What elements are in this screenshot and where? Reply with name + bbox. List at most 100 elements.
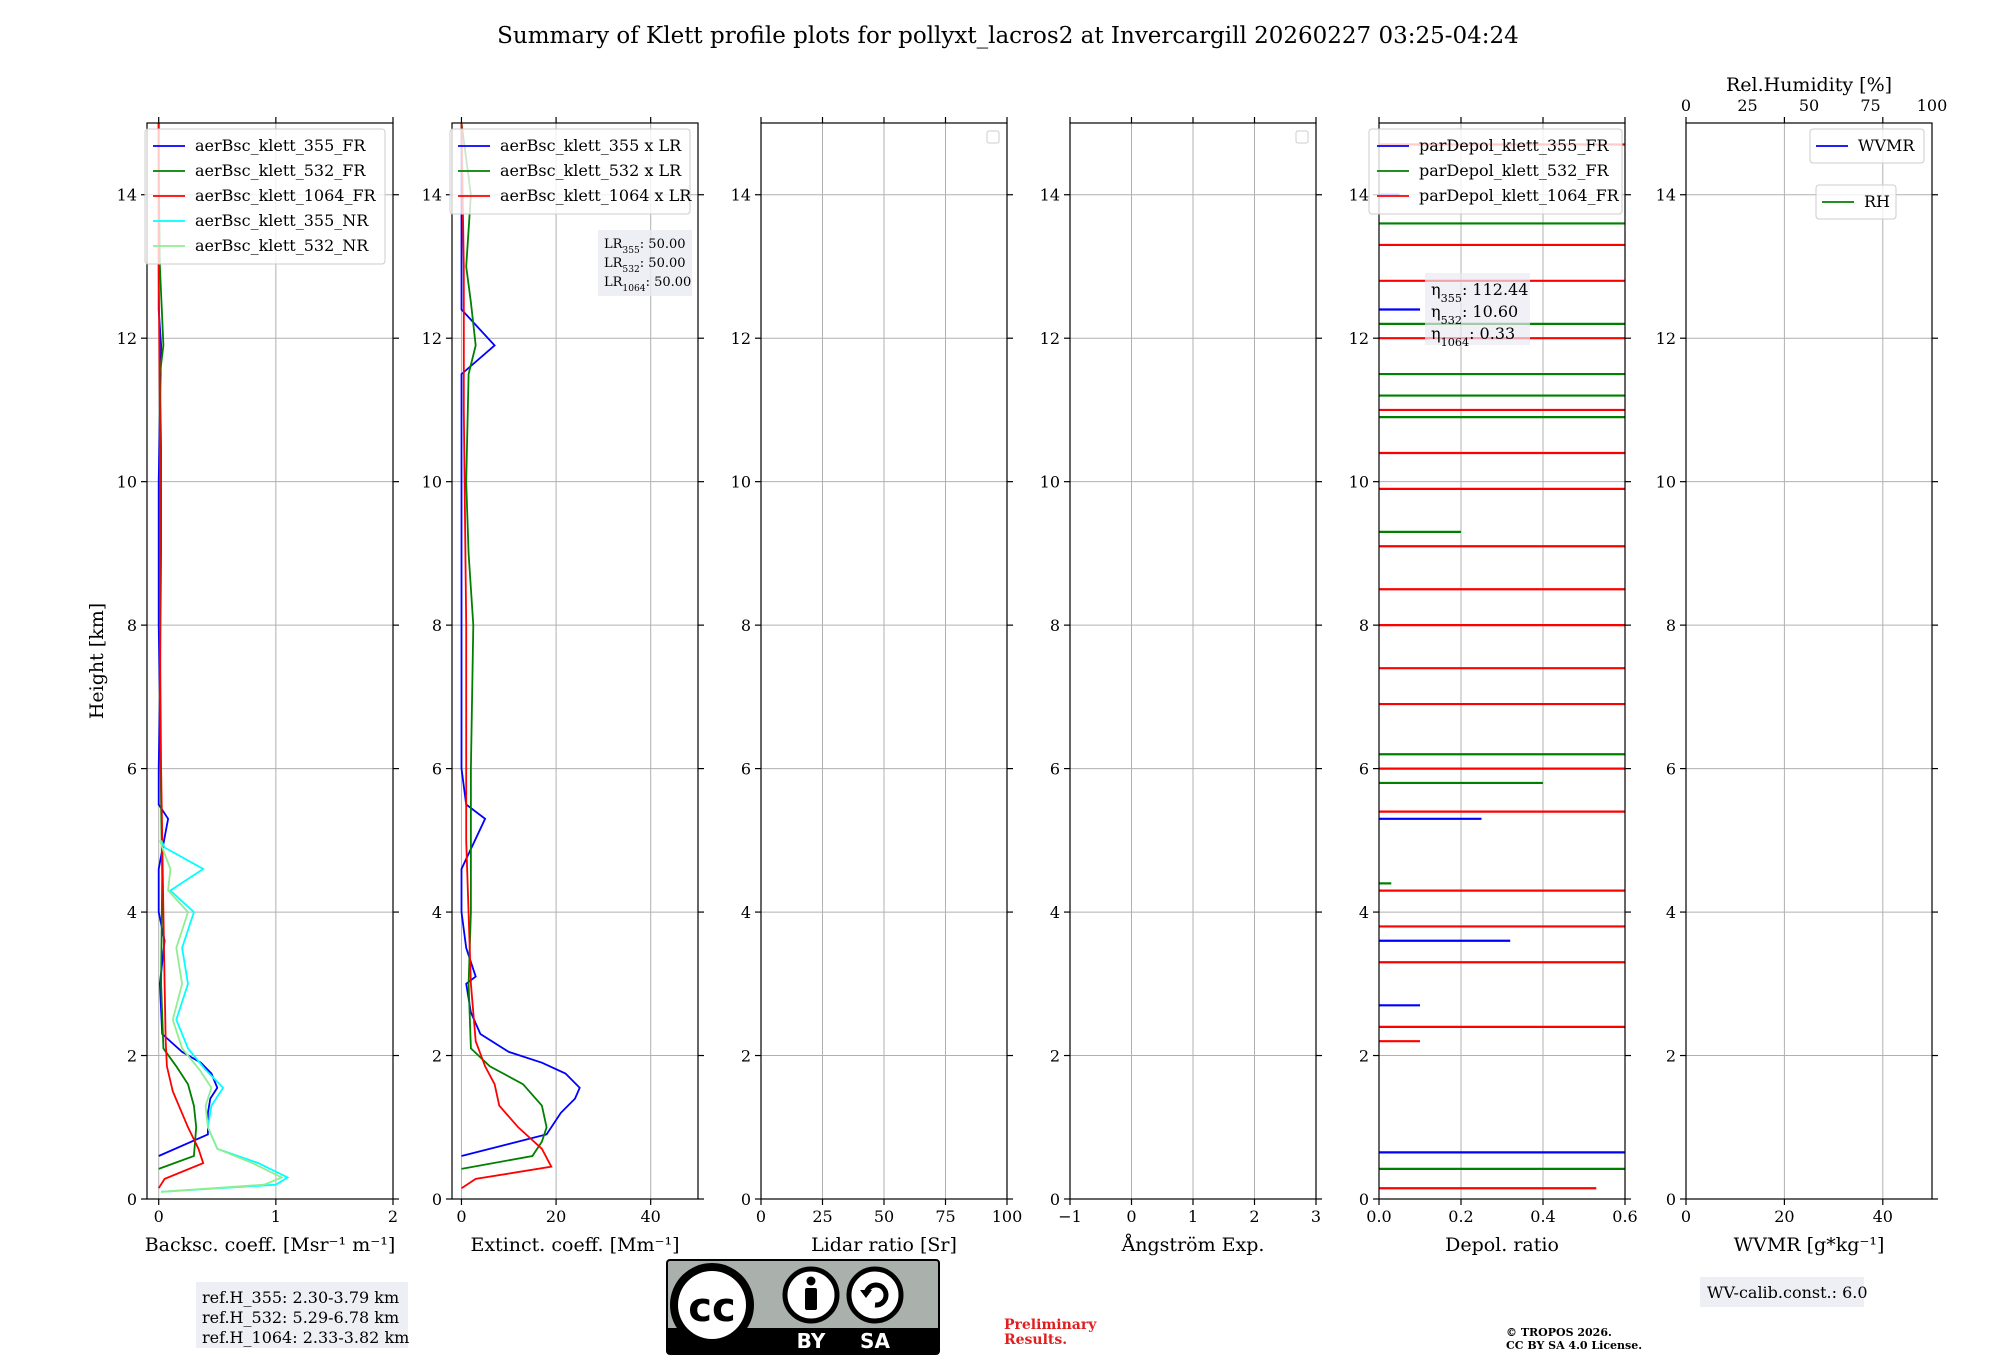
ref-height-text: ref.H_532: 5.29-6.78 km	[202, 1308, 399, 1327]
y-tick-label: 10	[1656, 473, 1676, 492]
x-axis-label: Extinct. coeff. [Mm⁻¹]	[470, 1234, 679, 1256]
x-axis-label: WVMR [g*kg⁻¹]	[1734, 1234, 1885, 1256]
y-tick-label: 8	[1666, 616, 1676, 635]
lidar-ratio-text: LR355: 50.00	[604, 237, 686, 256]
gridlines	[1686, 123, 1932, 1199]
legend-entry: parDepol_klett_1064_FR	[1419, 186, 1620, 205]
x-tick-label: 20	[546, 1207, 566, 1226]
x-tick-label: 40	[641, 1207, 661, 1226]
series-line-aerBsc_klett_355 x LR	[460, 123, 581, 1157]
legend-frame	[1809, 128, 1925, 164]
x2-tick-label: 25	[1737, 96, 1757, 115]
x-tick-label: 0.6	[1612, 1207, 1637, 1226]
panel-6: 0 20 40 0 2 4 6 8 10 12 14 WVMR [g*kg⁻¹] 0 25 50 75 100 R…	[1656, 74, 1947, 1307]
x-tick-label: 1	[1188, 1207, 1198, 1226]
lidar-ratio-text: LR532: 50.00	[604, 256, 686, 275]
x-tick-label: 0	[756, 1207, 766, 1226]
y-axis-label: Height [km]	[86, 603, 108, 719]
legend: aerBsc_klett_355_FR aerBsc_klett_532_FRae…	[144, 128, 386, 265]
y-tick-label: 0	[127, 1190, 137, 1209]
y-tick-label: 12	[1349, 329, 1369, 348]
x-tick-label: 40	[1873, 1207, 1893, 1226]
y-tick-label: 2	[127, 1047, 137, 1066]
legend-entry: WVMR	[1858, 136, 1915, 155]
legend	[1295, 130, 1309, 144]
y-tick-label: 4	[1666, 903, 1676, 922]
figure-title: Summary of Klett profile plots for polly…	[497, 23, 1519, 49]
y-tick-label: 12	[1656, 329, 1676, 348]
y-tick-label: 0	[1666, 1190, 1676, 1209]
lidar-ratio-text: LR1064: 50.00	[604, 275, 691, 294]
ref-height-text: ref.H_355: 2.30-3.79 km	[202, 1288, 399, 1307]
y-tick-label: 6	[127, 760, 137, 779]
x-tick-label: 0.0	[1366, 1207, 1391, 1226]
copyright-line-1: © TROPOS 2026.	[1506, 1326, 1612, 1339]
y-tick-label: 0	[1050, 1190, 1060, 1209]
annotation-box	[598, 230, 692, 296]
panel-2: 0 20 40 0 2 4 6 8 10 12 14 Extinct. coeff. [Mm⁻¹] ae…	[422, 117, 704, 1256]
y-tick-label: 10	[731, 473, 751, 492]
legend-frame	[144, 128, 386, 265]
x2-axis-label: Rel.Humidity [%]	[1726, 74, 1892, 96]
x2-tick-label: 50	[1799, 96, 1819, 115]
legend-frame	[1368, 128, 1623, 215]
y-tick-label: 10	[422, 473, 442, 492]
preliminary-note: Preliminary Results.	[1004, 1317, 1097, 1348]
legend-entry: parDepol_klett_532_FR	[1419, 161, 1610, 180]
legend-entry: aerBsc_klett_532 x LR	[500, 161, 682, 180]
legend-entry: aerBsc_klett_1064 x LR	[500, 186, 692, 205]
y-tick-label: 4	[741, 903, 751, 922]
wv-calib-text: WV-calib.const.: 6.0	[1707, 1283, 1868, 1302]
x-axis-label: Lidar ratio [Sr]	[811, 1234, 957, 1256]
x-axis-label: Ångström Exp.	[1121, 1234, 1265, 1256]
series-line-aerBsc_klett_355_NR	[160, 839, 290, 1193]
series-line-aerBsc_klett_355_FR	[157, 123, 219, 1157]
x-tick-label: 2	[388, 1207, 398, 1226]
annotation-box	[1425, 273, 1530, 345]
y-tick-label: 12	[731, 329, 751, 348]
legend-entry: RH	[1864, 192, 1890, 211]
series-line-aerBsc_klett_1064_FR	[157, 123, 205, 1189]
axes-frame	[1685, 122, 1933, 1200]
by-label: BY	[797, 1329, 826, 1353]
y-tick-label: 8	[127, 616, 137, 635]
series-line-aerBsc_klett_532_NR	[159, 840, 284, 1193]
legend-frame	[449, 128, 691, 215]
y-tick-label: 4	[127, 903, 137, 922]
panel-3: 0 25 50 75 100 0 2 4 6 8 10 12 14 Lidar ratio [Sr]	[731, 117, 1022, 1256]
y-tick-label: 2	[432, 1047, 442, 1066]
y-tick-label: 14	[731, 186, 751, 205]
x-tick-label: 20	[1774, 1207, 1794, 1226]
y-tick-label: 6	[741, 760, 751, 779]
legend-entry: aerBsc_klett_355_NR	[195, 211, 369, 230]
y-tick-label: 6	[432, 760, 442, 779]
legend: aerBsc_klett_355 x LR aerBsc_klett_532 x …	[449, 128, 692, 215]
legend-entry: parDepol_klett_355_FR	[1419, 136, 1610, 155]
axes-frame	[451, 122, 699, 1200]
y-tick-label: 12	[422, 329, 442, 348]
series-group	[157, 123, 290, 1193]
ref-height-text: ref.H_1064: 2.33-3.82 km	[202, 1328, 409, 1347]
y-tick-label: 4	[432, 903, 442, 922]
series-line-aerBsc_klett_532 x LR	[460, 123, 548, 1170]
y-tick-label: 14	[117, 186, 137, 205]
y-tick-label: 0	[432, 1190, 442, 1209]
cc-license-badge: cc BY SA	[666, 1259, 940, 1355]
x-tick-label: 0	[456, 1207, 466, 1226]
x2-tick-label: 0	[1681, 96, 1691, 115]
y-tick-label: 8	[741, 616, 751, 635]
y-tick-label: 2	[1666, 1047, 1676, 1066]
y-tick-label: 2	[1050, 1047, 1060, 1066]
annotation-box	[196, 1282, 408, 1348]
preliminary-line-1: Preliminary	[1004, 1317, 1097, 1333]
y-tick-label: 0	[1359, 1190, 1369, 1209]
y-tick-label: 10	[117, 473, 137, 492]
legend-entry: aerBsc_klett_355_FR	[195, 136, 366, 155]
y-tick-label: 2	[741, 1047, 751, 1066]
eta-text: η1064: 0.33	[1431, 324, 1515, 349]
